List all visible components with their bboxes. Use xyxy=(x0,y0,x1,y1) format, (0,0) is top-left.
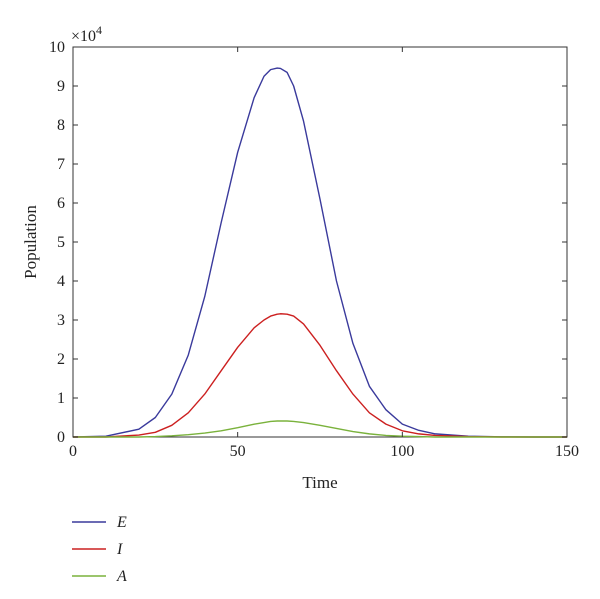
y-tick-label: 1 xyxy=(57,390,65,407)
x-tick-label: 50 xyxy=(230,443,246,460)
y-tick-label: 0 xyxy=(57,429,65,446)
axes: 0 50 100 150 0 1 2 3 4 5 6 7 8 9 10 ×104 Time Population xyxy=(21,23,579,492)
series-line-a xyxy=(73,420,567,438)
y-tick-label: 7 xyxy=(57,156,65,173)
x-tick-label: 150 xyxy=(555,443,579,460)
y-tick-label: 8 xyxy=(57,117,65,134)
y-multiplier-label: ×104 xyxy=(71,23,102,45)
y-tick-label: 5 xyxy=(57,234,65,251)
y-tick-label: 10 xyxy=(49,39,65,56)
y-multiplier-exponent: 4 xyxy=(96,23,102,37)
y-tick-label: 3 xyxy=(57,312,65,329)
x-tick-label: 0 xyxy=(69,443,77,460)
y-axis-label: Population xyxy=(21,205,40,279)
series-line-e xyxy=(72,67,567,438)
y-tick-label: 2 xyxy=(57,351,65,368)
x-axis-label: Time xyxy=(302,473,337,492)
series-lines xyxy=(72,67,567,438)
legend: EIA xyxy=(72,514,127,585)
legend-label-i: I xyxy=(116,541,123,558)
x-tick-label: 100 xyxy=(390,443,414,460)
legend-label-e: E xyxy=(116,514,127,531)
plot-area xyxy=(72,46,568,438)
y-tick-label: 4 xyxy=(57,273,65,290)
series-line-i xyxy=(73,313,567,438)
y-tick-label: 9 xyxy=(57,78,65,95)
y-tick-label: 6 xyxy=(57,195,65,212)
plot-frame xyxy=(72,46,568,438)
legend-label-a: A xyxy=(116,568,127,585)
